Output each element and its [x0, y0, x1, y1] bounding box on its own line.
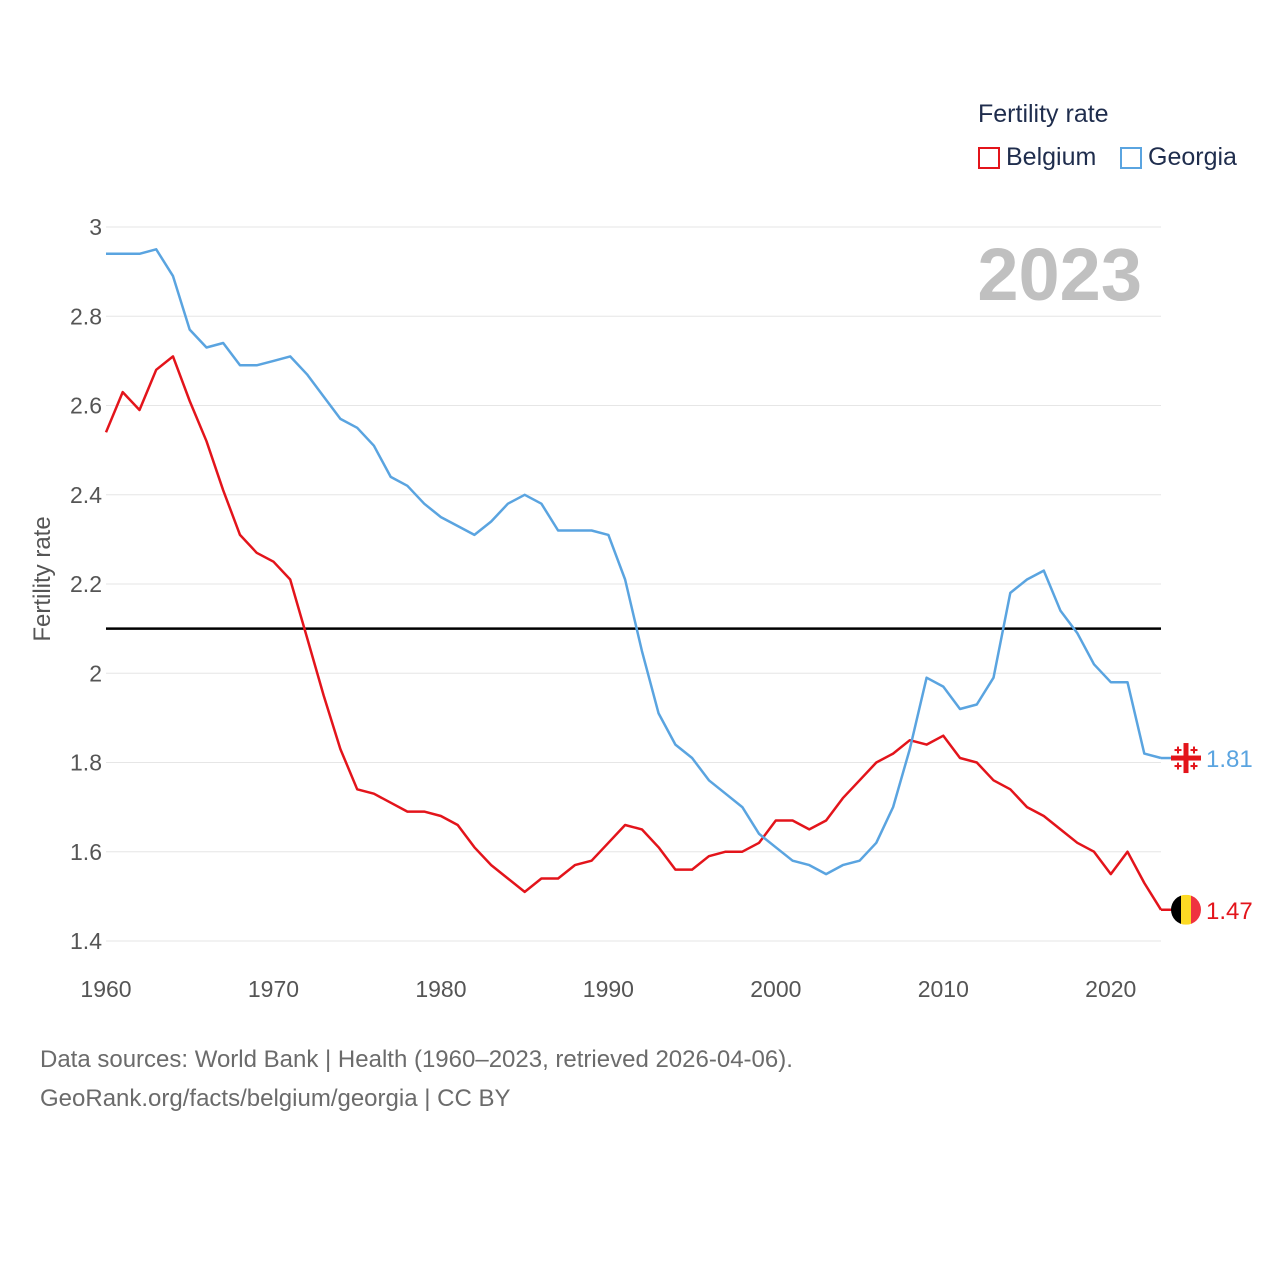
data-source-text: Data sources: World Bank | Health (1960–…	[40, 1046, 793, 1073]
x-tick-label: 1970	[248, 976, 299, 1002]
y-tick-label: 1.8	[70, 750, 102, 776]
end-value-label-georgia: 1.81	[1206, 746, 1253, 773]
y-axis-title: Fertility rate	[29, 516, 56, 641]
end-value-label-belgium: 1.47	[1206, 898, 1253, 925]
x-tick-label: 1990	[583, 976, 634, 1002]
attribution-text: GeoRank.org/facts/belgium/georgia | CC B…	[40, 1085, 511, 1112]
y-tick-label: 1.6	[70, 839, 102, 865]
y-tick-label: 2.2	[70, 571, 102, 597]
y-tick-label: 3	[89, 214, 102, 240]
georgia-flag-icon	[1171, 743, 1201, 774]
series-line-belgium[interactable]	[104, 355, 1163, 911]
series-line-georgia[interactable]	[106, 248, 1162, 876]
legend-swatch-georgia	[1120, 146, 1142, 169]
legend-title: Fertility rate	[978, 100, 1109, 128]
x-tick-label: 2000	[750, 976, 801, 1002]
y-tick-label: 2.4	[70, 482, 102, 508]
legend-swatch-belgium	[978, 146, 1000, 169]
y-tick-label: 2.6	[70, 393, 102, 419]
legend-label-georgia: Georgia	[1148, 143, 1237, 171]
belgium-flag-icon	[1171, 894, 1201, 925]
x-tick-label: 2020	[1085, 976, 1136, 1002]
x-tick-label: 1960	[80, 976, 131, 1002]
x-tick-label: 2010	[918, 976, 969, 1002]
legend-item-georgia[interactable]: Georgia	[1120, 143, 1237, 172]
y-tick-label: 1.4	[70, 928, 102, 954]
legend-item-belgium[interactable]: Belgium	[978, 143, 1096, 172]
y-tick-label: 2.8	[70, 303, 102, 329]
year-watermark: 2023	[977, 233, 1142, 316]
legend-label-belgium: Belgium	[1006, 143, 1097, 171]
x-tick-label: 1980	[415, 976, 466, 1002]
y-tick-label: 2	[89, 660, 102, 686]
